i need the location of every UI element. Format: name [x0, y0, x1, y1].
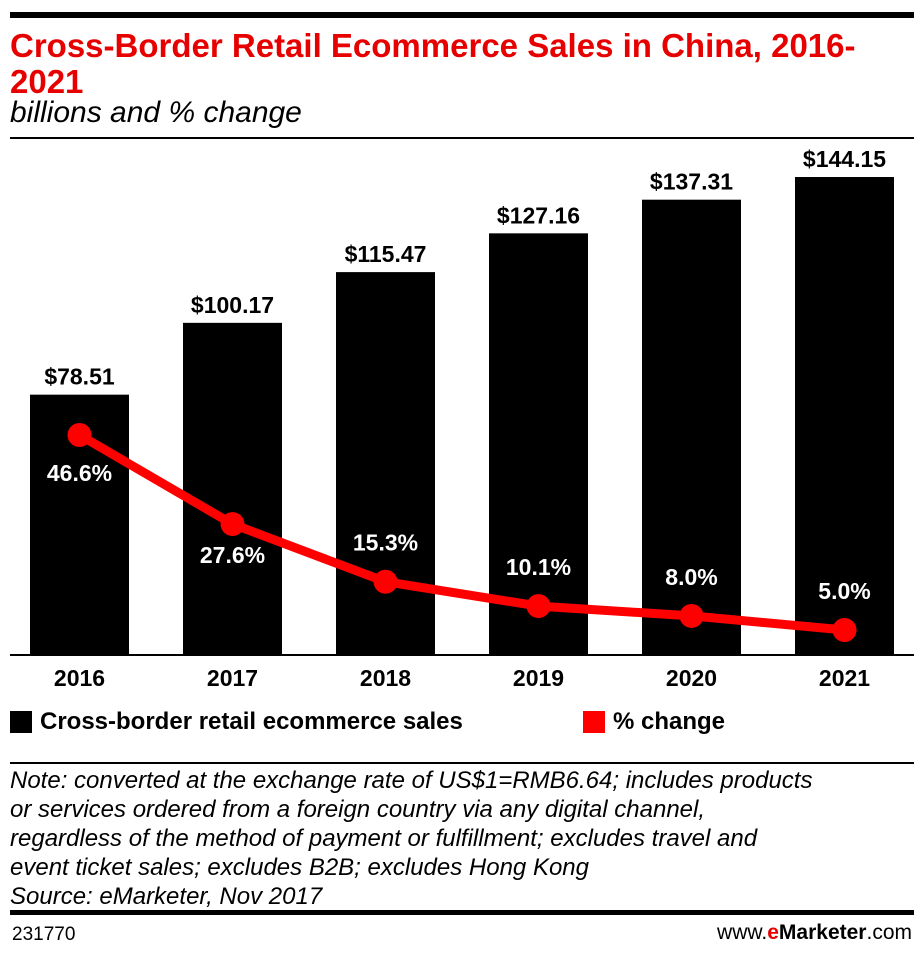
- note-rule: [10, 762, 914, 764]
- x-tick-label: 2019: [513, 665, 564, 691]
- pct-change-label: 15.3%: [353, 530, 418, 556]
- bar-labels-layer: $78.51 $100.17 $115.47 $127.16 $137.31 $144.1…: [44, 146, 886, 390]
- bar-2017: [183, 322, 282, 655]
- pct-change-point: [679, 603, 704, 628]
- legend-item-change: % change: [583, 708, 725, 736]
- chart-note: Note: converted at the exchange rate of …: [10, 766, 915, 911]
- pct-change-label: 10.1%: [506, 554, 571, 580]
- bars-layer: [30, 177, 894, 655]
- footer-rule: [10, 910, 914, 915]
- site-suffix: .com: [866, 921, 912, 944]
- bar-value-label: $137.31: [650, 169, 733, 195]
- legend-swatch-sales: [10, 711, 32, 733]
- source-line: Source: eMarketer, Nov 2017: [10, 883, 323, 910]
- header-rule: [10, 137, 914, 139]
- x-tick-labels: 2016 2017 2018 2019 2020 2021: [54, 665, 870, 691]
- chart-subtitle: billions and % change: [10, 96, 302, 129]
- chart-id: 231770: [12, 924, 76, 945]
- note-line: regardless of the method of payment or f…: [10, 825, 758, 852]
- chart-area: $78.51 $100.17 $115.47 $127.16 $137.31 $144.1…: [10, 146, 914, 691]
- pct-change-point: [832, 618, 857, 642]
- bar-2021: [795, 177, 894, 655]
- x-tick-label: 2017: [207, 665, 258, 691]
- bar-2018: [336, 272, 435, 655]
- bar-value-label: $115.47: [345, 241, 427, 267]
- line-labels-layer: 46.6% 27.6% 15.3% 10.1% 8.0% 5.0%: [47, 460, 871, 604]
- bar-2020: [642, 199, 741, 655]
- top-rule: [10, 12, 914, 18]
- pct-change-point: [373, 569, 398, 594]
- pct-change-label: 8.0%: [665, 564, 717, 590]
- pct-change-label: 5.0%: [818, 578, 870, 604]
- site-url: www.eMarketer.com: [717, 921, 912, 945]
- bar-value-label: $78.51: [44, 364, 115, 390]
- pct-change-point: [220, 512, 245, 537]
- bar-value-label: $100.17: [191, 292, 274, 318]
- pct-change-point: [67, 423, 92, 447]
- site-e: e: [767, 921, 779, 944]
- site-prefix: www.: [717, 921, 768, 944]
- x-tick-label: 2020: [666, 665, 717, 691]
- note-line: event ticket sales; excludes B2B; exclud…: [10, 854, 589, 881]
- bar-value-label: $144.15: [803, 146, 886, 172]
- pct-change-label: 46.6%: [47, 460, 112, 486]
- bar-value-label: $127.16: [497, 202, 580, 228]
- bar-2019: [489, 233, 588, 655]
- note-line: Note: converted at the exchange rate of …: [10, 767, 813, 794]
- pct-change-label: 27.6%: [200, 542, 265, 568]
- note-line: or services ordered from a foreign count…: [10, 796, 706, 823]
- line-layer: [67, 423, 857, 642]
- legend-label-sales: Cross-border retail ecommerce sales: [40, 708, 463, 735]
- legend-item-sales: Cross-border retail ecommerce sales: [10, 708, 463, 736]
- chart-title: Cross-Border Retail Ecommerce Sales in C…: [10, 27, 856, 100]
- x-tick-label: 2018: [360, 665, 411, 691]
- x-tick-label: 2016: [54, 665, 105, 691]
- pct-change-point: [526, 594, 551, 619]
- pct-change-line: [75, 430, 849, 635]
- legend-label-change: % change: [613, 708, 726, 735]
- x-tick-label: 2021: [819, 665, 870, 691]
- site-brand: Marketer: [778, 921, 867, 944]
- legend-swatch-change: [583, 711, 605, 733]
